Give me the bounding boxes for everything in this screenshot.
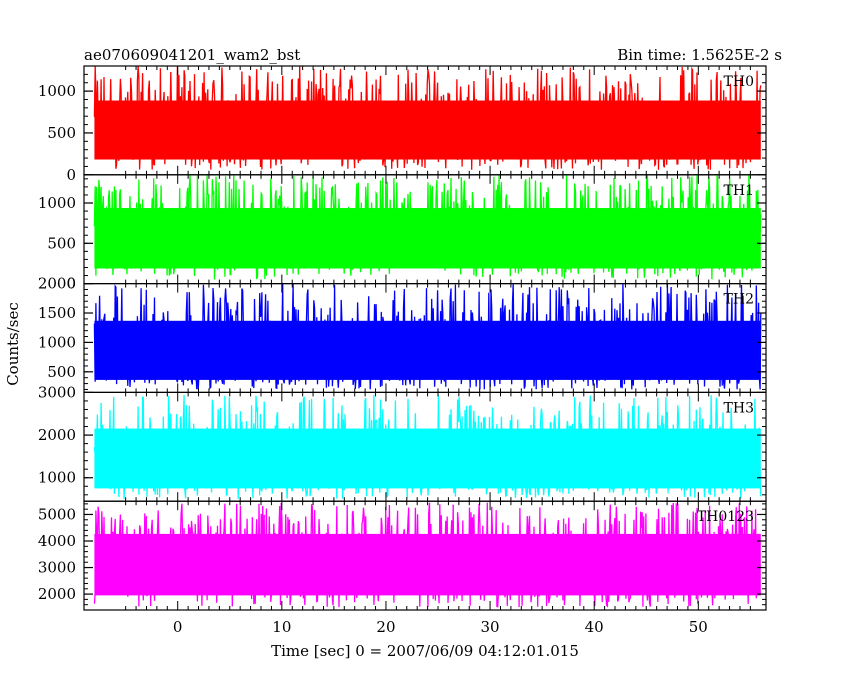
y-tick-label: 3000	[38, 383, 76, 401]
chart-title-right: Bin time: 1.5625E-2 s	[617, 46, 782, 64]
y-tick-label: 2000	[38, 275, 76, 293]
y-tick-label: 4000	[38, 532, 76, 550]
series-line-th1	[93, 174, 762, 280]
panel-frame-th0123	[83, 500, 767, 611]
x-axis: 0 10 20 30 40 50	[173, 618, 708, 636]
series-line-th2	[93, 283, 762, 390]
panel-th3: 1000 2000 3000 TH3	[38, 383, 767, 502]
panel-th2: 500 1000 1500 2000 TH2	[38, 275, 767, 394]
panel-label-th3: TH3	[724, 400, 754, 416]
y-tick-label: 0	[66, 275, 76, 293]
y-tick-label: 1000	[38, 82, 76, 100]
x-tick-label: 0	[173, 618, 183, 636]
x-tick-label: 40	[585, 618, 604, 636]
series-line-th0123	[93, 502, 762, 608]
x-tick-label: 10	[272, 618, 291, 636]
y-tick-label: 1000	[38, 333, 76, 351]
series-line-th0	[93, 66, 762, 170]
x-tick-label: 20	[376, 618, 395, 636]
y-tick-label: 2000	[38, 585, 76, 603]
x-axis-label: Time [sec] 0 = 2007/06/09 04:12:01.015	[271, 642, 579, 660]
panel-label-th2: TH2	[724, 292, 754, 308]
panel-th0123: 2000 3000 4000 5000 TH0123	[38, 500, 767, 611]
y-tick-label: 2000	[38, 426, 76, 444]
y-tick-label: 5000	[38, 505, 76, 523]
y-tick-label: 3000	[38, 559, 76, 577]
panels-layer: 0 500 1000 TH0 0 500 1000 TH1 500 1000 1500 2000 TH2…	[38, 65, 767, 611]
y-tick-label: 500	[47, 234, 76, 252]
y-tick-label: 500	[47, 124, 76, 142]
panel-th0: 0 500 1000 TH0	[38, 65, 767, 184]
y-tick-label: 1000	[38, 469, 76, 487]
y-tick-label: 1500	[38, 304, 76, 322]
series-line-th3	[93, 394, 762, 499]
chart-title-left: ae070609041201_wam2_bst	[84, 46, 300, 64]
y-tick-label: 500	[47, 363, 76, 381]
x-tick-label: 30	[481, 618, 500, 636]
y-tick-label: 0	[66, 166, 76, 184]
x-tick-label: 50	[689, 618, 708, 636]
panel-label-th1: TH1	[724, 183, 754, 199]
panel-th1: 0 500 1000 TH1	[38, 174, 767, 293]
panel-label-th0: TH0	[724, 74, 754, 90]
y-tick-label: 1000	[38, 194, 76, 212]
panel-label-th0123: TH0123	[697, 509, 754, 525]
y-axis-label: Counts/sec	[4, 302, 22, 386]
